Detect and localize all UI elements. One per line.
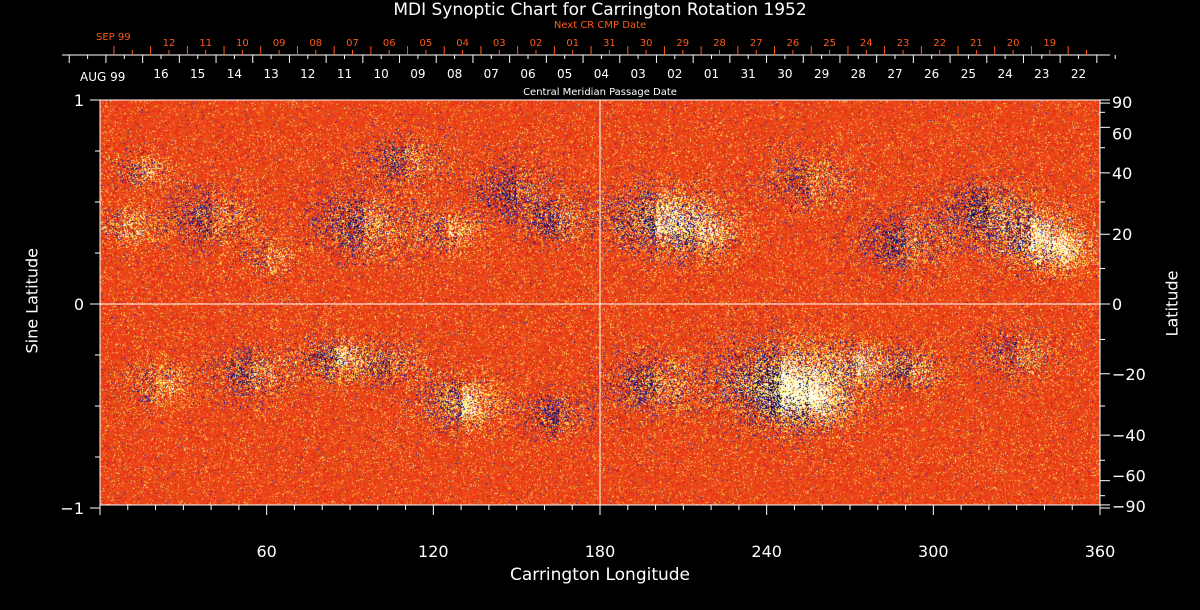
- next-cr-date-label: 28: [713, 38, 726, 49]
- x-tick-label: 360: [1085, 542, 1116, 561]
- x-tick-label: 180: [585, 542, 616, 561]
- next-cr-date-label: 08: [309, 38, 322, 49]
- y-tick-label-right: 20: [1112, 225, 1132, 244]
- x-tick-label: 240: [751, 542, 782, 561]
- cmp-month-label: AUG 99: [80, 70, 126, 84]
- next-cr-date-label: 07: [346, 38, 359, 49]
- cmp-date-label: 13: [263, 67, 278, 81]
- y-axis-label-right: Latitude: [1162, 270, 1182, 337]
- cmp-date-label: 04: [594, 67, 609, 81]
- next-cr-date-label: 21: [970, 38, 983, 49]
- next-cr-date-label: 25: [823, 38, 836, 49]
- cmp-date-label: 27: [887, 67, 902, 81]
- y-tick-label-right: 0: [1112, 295, 1122, 314]
- y-tick-label-right: −40: [1112, 426, 1146, 445]
- cmp-date-label: 05: [557, 67, 572, 81]
- x-tick-label: 120: [418, 542, 449, 561]
- cmp-date-label: 07: [484, 67, 499, 81]
- next-cr-date-label: 24: [860, 38, 873, 49]
- x-tick-label: 60: [256, 542, 276, 561]
- cmp-date-label: 25: [961, 67, 976, 81]
- next-cr-date-label: 26: [787, 38, 800, 49]
- cmp-date-label: 26: [924, 67, 939, 81]
- cmp-date-label: 29: [814, 67, 829, 81]
- y-tick-label-left: 1: [74, 91, 84, 110]
- next-cr-date-label: 05: [420, 38, 433, 49]
- next-cr-axis-label: Next CR CMP Date: [553, 20, 647, 31]
- next-cr-date-label: 12: [163, 38, 176, 49]
- next-cr-date-label: 04: [456, 38, 469, 49]
- cmp-axis-label: Central Meridian Passage Date: [523, 87, 677, 98]
- next-cr-date-label: 20: [1007, 38, 1020, 49]
- cmp-date-label: 03: [630, 67, 645, 81]
- cmp-date-label: 14: [227, 67, 242, 81]
- cmp-date-label: 16: [153, 67, 168, 81]
- cmp-date-label: 06: [520, 67, 535, 81]
- cmp-date-label: 22: [1071, 67, 1086, 81]
- x-axis-label: Carrington Longitude: [509, 565, 691, 585]
- cmp-date-label: 08: [447, 67, 462, 81]
- next-cr-date-label: 27: [750, 38, 763, 49]
- y-tick-label-right: −60: [1112, 467, 1146, 486]
- y-tick-label-right: 60: [1112, 124, 1132, 143]
- next-cr-date-label: 30: [640, 38, 653, 49]
- cmp-date-label: 15: [190, 67, 205, 81]
- cmp-date-label: 24: [997, 67, 1012, 81]
- next-cr-date-label: 06: [383, 38, 396, 49]
- next-cr-date-label: 09: [273, 38, 286, 49]
- cmp-date-label: 01: [704, 67, 719, 81]
- y-tick-label-right: −90: [1112, 497, 1146, 516]
- next-cr-date-label: 03: [493, 38, 506, 49]
- cmp-date-label: 30: [777, 67, 792, 81]
- cmp-date-label: 23: [1034, 67, 1049, 81]
- cmp-date-label: 10: [374, 67, 389, 81]
- y-tick-label-right: 40: [1112, 164, 1132, 183]
- next-cr-date-label: 01: [566, 38, 579, 49]
- x-tick-label: 300: [918, 542, 949, 561]
- cmp-date-label: 31: [741, 67, 756, 81]
- next-cr-date-label: 29: [676, 38, 689, 49]
- cmp-date-label: 28: [851, 67, 866, 81]
- cmp-date-label: 02: [667, 67, 682, 81]
- y-tick-label-left: 0: [74, 295, 84, 314]
- cmp-date-label: 09: [410, 67, 425, 81]
- y-tick-label-right: −20: [1112, 365, 1146, 384]
- y-axis-label-left: Sine Latitude: [22, 247, 42, 354]
- next-cr-date-label: 31: [603, 38, 616, 49]
- next-cr-date-label: 10: [236, 38, 249, 49]
- next-cr-date-label: 22: [933, 38, 946, 49]
- next-cr-date-label: 11: [199, 38, 212, 49]
- next-cr-month-label: SEP 99: [96, 32, 131, 43]
- next-cr-date-label: 02: [530, 38, 543, 49]
- cmp-date-label: 11: [337, 67, 352, 81]
- cmp-date-label: 12: [300, 67, 315, 81]
- y-tick-label-right: 90: [1112, 93, 1132, 112]
- chart-title: MDI Synoptic Chart for Carrington Rotati…: [393, 0, 807, 20]
- next-cr-date-label: 19: [1043, 38, 1056, 49]
- y-tick-label-left: −1: [60, 499, 84, 518]
- next-cr-date-label: 23: [897, 38, 910, 49]
